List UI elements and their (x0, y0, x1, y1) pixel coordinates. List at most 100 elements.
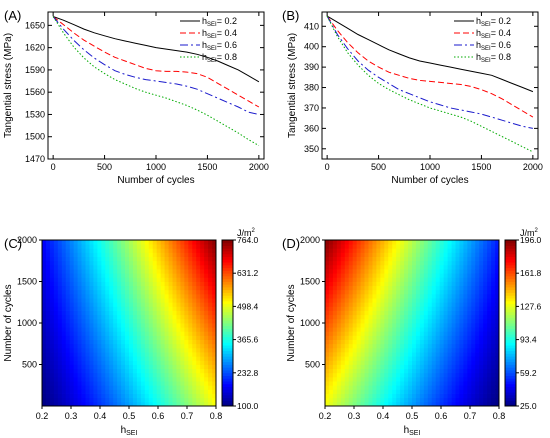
colorbar-segment (505, 253, 516, 257)
heatmap-cell (77, 260, 82, 266)
heatmap-cell (388, 240, 393, 245)
heatmap-cell (57, 302, 63, 307)
heatmap-cell (212, 240, 217, 245)
heatmap-cell (340, 256, 346, 262)
heatmap-cell (212, 347, 217, 353)
heatmap-cell (455, 248, 460, 253)
heatmap-cell (160, 310, 165, 316)
heatmap-cell (427, 385, 433, 390)
heatmap-cell (212, 343, 217, 349)
heatmap-cell (89, 381, 94, 386)
heatmap-cell (188, 256, 193, 262)
heatmap-cell (352, 252, 358, 257)
heatmap-cell (204, 339, 209, 345)
heatmap-cell (491, 240, 496, 245)
heatmap-cell (172, 248, 177, 253)
heatmap-cell (439, 281, 445, 287)
heatmap-cell (427, 339, 433, 345)
heatmap-cell (455, 372, 460, 378)
heatmap-cell (431, 277, 437, 282)
heatmap-cell (415, 376, 421, 382)
heatmap-cell (483, 368, 488, 374)
heatmap-cell (136, 389, 142, 394)
heatmap-cell (328, 360, 334, 365)
heatmap-cell (200, 331, 205, 336)
heatmap-cell (467, 277, 472, 282)
heatmap-cell (336, 269, 342, 274)
heatmap-cell (121, 356, 126, 361)
heatmap-cell (380, 256, 385, 262)
heatmap-cell (412, 252, 417, 257)
heatmap-cell (136, 376, 142, 382)
heatmap-cell (495, 339, 500, 345)
heatmap-cell (471, 240, 476, 245)
heatmap-cell (101, 240, 106, 245)
heatmap-cell (415, 343, 421, 349)
heatmap-cell (160, 335, 165, 340)
heatmap-cell (65, 302, 71, 307)
heatmap-cell (132, 376, 138, 382)
heatmap-cell (495, 331, 500, 336)
heatmap-cell (204, 269, 209, 274)
heatmap-cell (204, 347, 209, 353)
heatmap-cell (483, 318, 488, 324)
heatmap-cell (364, 310, 369, 316)
heatmap-cell (101, 327, 106, 332)
heatmap-cell (332, 360, 338, 365)
heatmap-cell (192, 397, 197, 403)
heatmap-cell (388, 298, 393, 303)
heatmap-cell (455, 310, 460, 316)
heatmap-cell (132, 318, 138, 324)
heatmap-cell (172, 273, 177, 278)
colorbar-segment (505, 267, 516, 271)
heatmap-cell (325, 306, 330, 311)
heatmap-cell (132, 364, 138, 370)
heatmap-cell (188, 244, 193, 249)
heatmap-cell (93, 277, 98, 282)
heatmap-cell (152, 335, 158, 340)
heatmap-cell (65, 318, 71, 324)
heatmap-cell (172, 318, 177, 324)
series-line-2 (52, 16, 260, 108)
heatmap-cell (53, 339, 59, 345)
heatmap-cell (479, 310, 484, 316)
heatmap-cell (443, 323, 448, 328)
heatmap-cell (344, 293, 350, 299)
heatmap-cell (475, 289, 480, 295)
heatmap-cell (443, 256, 448, 262)
heatmap-cell (471, 376, 476, 382)
heatmap-cell (125, 352, 130, 357)
heatmap-cell (396, 343, 401, 349)
heatmap-cell (57, 264, 63, 270)
heatmap-cell (471, 302, 476, 307)
heatmap-cell (451, 368, 456, 374)
heatmap-cell (132, 372, 138, 378)
heatmap-cell (117, 269, 122, 274)
heatmap-cell (412, 339, 417, 345)
heatmap-cell (180, 339, 185, 345)
colorbar-segment (222, 392, 233, 396)
heatmap-cell (487, 285, 492, 291)
heatmap-cell (487, 360, 492, 365)
heatmap-cell (471, 269, 476, 274)
heatmap-cell (57, 368, 63, 374)
heatmap-cell (160, 376, 165, 382)
heatmap-cell (404, 389, 409, 394)
heatmap-cell (65, 285, 71, 291)
heatmap-cell (376, 248, 381, 253)
heatmap-cell (97, 260, 102, 266)
heatmap-cell (164, 331, 169, 336)
heatmap-cell (388, 302, 393, 307)
heatmap-cell (121, 269, 126, 274)
heatmap-cell (419, 240, 425, 245)
heatmap-cell (356, 306, 361, 311)
heatmap-cell (180, 314, 185, 320)
heatmap-cell (340, 318, 346, 324)
heatmap-cell (89, 244, 94, 249)
heatmap-cell (200, 314, 205, 320)
heatmap-cell (348, 256, 354, 262)
heatmap-cell (483, 401, 488, 407)
heatmap-cell (479, 401, 484, 407)
heatmap-cell (113, 393, 118, 399)
heatmap-cell (328, 389, 334, 394)
